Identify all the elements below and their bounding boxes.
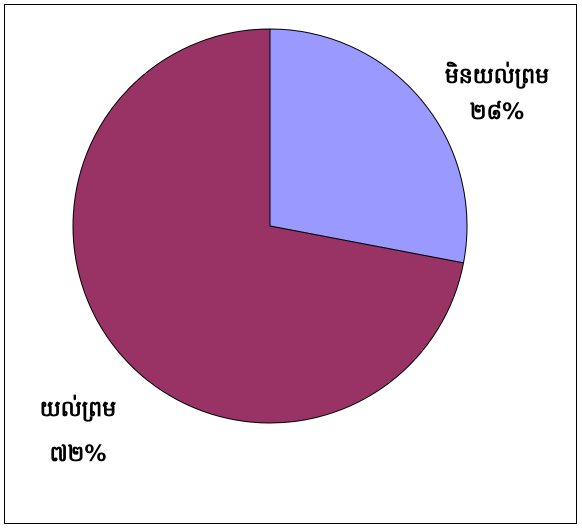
slice-category-label: យល់ព្រម — [40, 394, 116, 422]
slice-percent-label: ៧២% — [50, 442, 107, 467]
slice-percent-label: ២៨% — [470, 100, 524, 125]
pie-slice — [269, 28, 468, 264]
pie-slice — [72, 28, 465, 424]
slice-category-label: មិនយល់ព្រម — [445, 61, 549, 89]
